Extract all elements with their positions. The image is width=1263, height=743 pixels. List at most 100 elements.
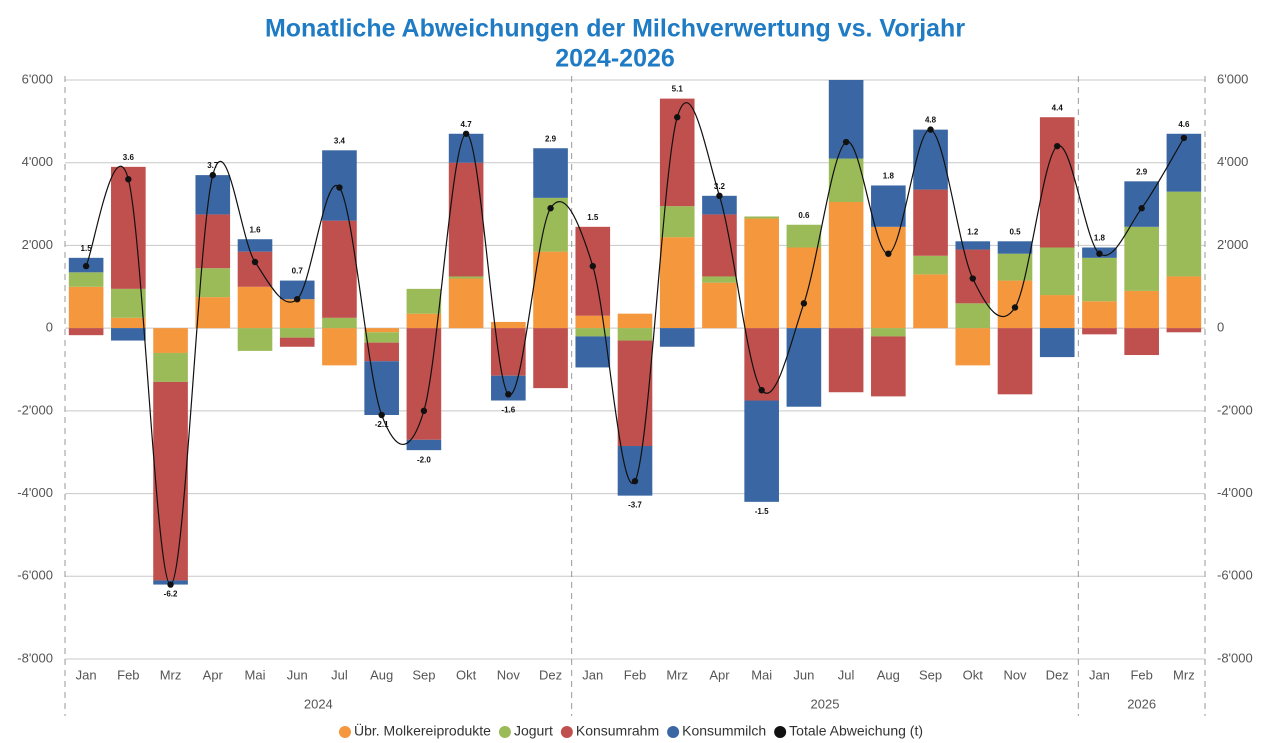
total-point [462,130,470,137]
bar-segment [195,175,231,215]
bar-segment [913,274,948,329]
bar-segment [955,303,991,329]
x-tick-label: Jul [331,667,348,682]
x-tick-label: Dez [539,667,562,682]
value-label: 2.9 [1136,167,1148,176]
legend: Übr. Molkereiprodukte Jogurt Konsumrahm Kon… [338,722,923,739]
total-point [969,275,976,282]
bar-segment [1039,247,1075,296]
value-label: 4.4 [1052,103,1064,112]
bar-segment [913,129,948,190]
x-tick-label: Feb [117,667,139,682]
total-point [1096,250,1103,257]
bar-segment [1124,290,1159,329]
bar-segment [153,381,188,581]
total-point [251,258,259,266]
bar-segment [195,297,231,329]
x-tick-label: Nov [1003,667,1027,682]
x-tick-label: Jan [582,667,603,682]
value-label: 1.5 [587,213,599,222]
bar-segment [111,288,146,318]
bar-segment [575,315,611,329]
y2-tick-label: -6'000 [1217,568,1253,583]
total-point [82,262,90,270]
bar-segment [702,276,737,283]
legend-marker [774,726,787,738]
value-label: 0.5 [1009,227,1021,236]
x-tick-label: Mrz [666,667,688,682]
total-point [378,411,385,419]
bar-segment [406,288,442,314]
y2-tick-label: 0 [1217,320,1224,335]
x-tick-label: Nov [497,667,521,682]
value-label: 2.9 [545,134,557,143]
x-tick-label: Apr [709,667,730,682]
year-label: 2025 [811,696,840,711]
bar-segment [1082,301,1117,329]
bar-segment [68,328,104,336]
bar-segment [237,286,273,329]
bar-segment [1124,181,1159,227]
bar-segment [702,195,737,215]
bar-segment [237,328,273,351]
y2-tick-label: -4'000 [1217,485,1253,500]
total-point [674,114,681,121]
bar-segment [828,328,864,393]
total-point [842,138,850,146]
bar-segment [871,336,906,397]
legend-label: Konsummilch [682,723,766,739]
x-tick-label: Okt [963,667,984,682]
total-point [209,171,216,179]
legend-marker [560,726,573,738]
bar-segment [111,317,146,329]
value-label: 5.1 [672,85,684,94]
total-point [336,184,343,191]
bar-segment [997,241,1033,254]
bar-segment [744,218,779,329]
chart-title: Monatliche Abweichungen der Milchverwert… [265,15,965,43]
y-tick-label: 0 [46,320,53,335]
bar-segment [1082,257,1117,302]
value-label: 1.8 [883,172,895,181]
total-point [1180,134,1188,142]
x-tick-label: Sep [412,667,435,682]
bar-segment [1166,133,1202,192]
total-point [758,386,765,394]
value-label: 1.5 [81,244,93,253]
year-label: 2024 [304,696,333,711]
bar-segment [659,206,695,238]
x-tick-label: Apr [203,667,224,682]
total-point [589,262,596,270]
y-tick-label: -8'000 [17,650,53,665]
legend-label: Jogurt [514,723,553,739]
value-label: 0.7 [292,267,304,276]
bar-segment [744,216,779,219]
value-label: -1.5 [755,507,769,516]
total-point [505,391,512,398]
bar-segment [1124,226,1159,291]
x-tick-label: Aug [877,667,900,682]
bar-segment [575,336,611,368]
bar-segment [1166,328,1202,333]
bar-segment [955,241,991,250]
value-label: -2.1 [375,420,389,429]
bar-segment [659,328,695,347]
bar-segment [153,328,188,353]
bar-segment [702,214,737,277]
x-tick-label: Jul [838,667,855,682]
bar-segment [955,328,991,366]
value-label: -6.2 [164,590,178,599]
bar-segment [406,328,442,440]
bar-segment [279,328,315,338]
total-point [716,192,723,199]
value-label: -3.7 [628,501,642,510]
bar-segment [195,214,231,269]
bar-segment [828,202,864,329]
bar-segment [406,313,442,329]
x-tick-label: Jan [1089,667,1110,682]
bar-segment [702,282,737,329]
chart-subtitle: 2024-2026 [555,45,675,73]
bar-segment [364,342,399,362]
bar-segment [237,251,273,287]
x-tick-label: Mai [751,667,772,682]
